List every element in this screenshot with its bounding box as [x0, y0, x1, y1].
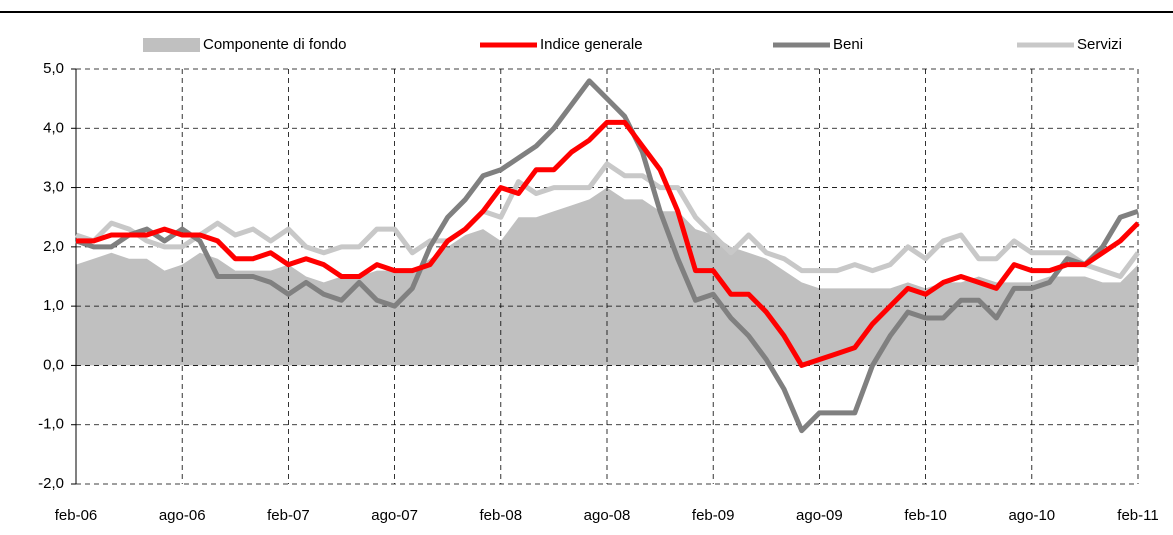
x-tick-label: ago-06	[159, 507, 206, 524]
x-tick-label: feb-11	[1117, 507, 1158, 524]
x-tick-label: ago-07	[371, 507, 418, 524]
y-tick-label: 5,0	[43, 60, 64, 77]
x-tick-label: ago-09	[796, 507, 843, 524]
y-tick-label: 0,0	[43, 356, 64, 373]
legend-label: Servizi	[1077, 36, 1122, 53]
y-tick-label: 3,0	[43, 179, 64, 196]
line	[76, 119, 1140, 368]
line	[75, 78, 1139, 434]
legend-label: Indice generale	[540, 36, 643, 53]
legend-swatch	[143, 38, 200, 52]
legend-label: Componente di fondo	[203, 36, 346, 53]
line	[75, 161, 1141, 279]
x-tick-label: feb-06	[55, 507, 98, 524]
y-tick-label: 2,0	[43, 238, 64, 255]
y-tick-label: -1,0	[38, 416, 64, 433]
x-tick-label: feb-07	[267, 507, 310, 524]
x-tick-label: feb-09	[692, 507, 735, 524]
x-tick-label: feb-10	[904, 507, 947, 524]
legend-label: Beni	[833, 36, 863, 53]
x-tick-label: ago-08	[584, 507, 631, 524]
y-tick-label: 1,0	[43, 297, 64, 314]
x-tick-label: ago-10	[1008, 507, 1055, 524]
x-tick-label: feb-08	[480, 507, 523, 524]
y-tick-label: 4,0	[43, 119, 64, 136]
y-tick-label: -2,0	[38, 475, 64, 492]
